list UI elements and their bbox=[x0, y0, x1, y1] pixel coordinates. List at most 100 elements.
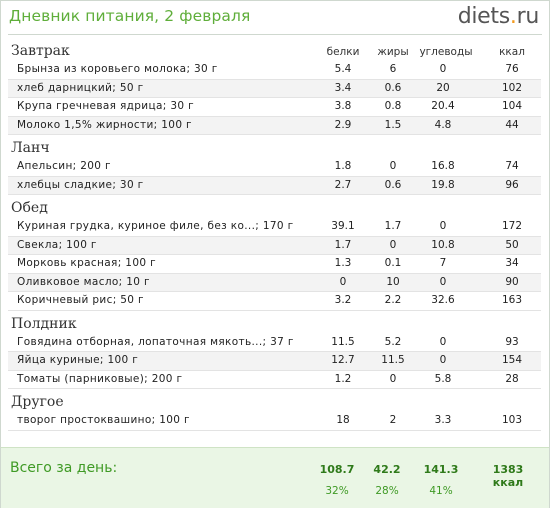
brand-logo[interactable]: diets.ru bbox=[457, 4, 540, 29]
food-row: Оливковое масло; 10 г 0 10 0 90 bbox=[8, 273, 541, 292]
food-carbs: 19.8 bbox=[431, 178, 455, 191]
food-name: Свекла; 100 г bbox=[17, 238, 97, 251]
food-protein: 5.4 bbox=[334, 63, 352, 75]
page-title: Дневник питания, 2 февраля bbox=[9, 7, 251, 25]
food-protein: 2.9 bbox=[334, 118, 352, 131]
total-protein-pct: 32% bbox=[325, 485, 349, 497]
food-name: Оливковое масло; 10 г bbox=[17, 275, 150, 288]
food-carbs: 3.3 bbox=[434, 414, 452, 426]
food-row: Апельсин; 200 г 1.8 0 16.8 74 bbox=[8, 158, 541, 177]
food-protein: 3.4 bbox=[334, 81, 352, 94]
food-carbs: 20.4 bbox=[431, 100, 455, 112]
total-fat: 42.2 bbox=[373, 463, 401, 476]
food-protein: 39.1 bbox=[331, 220, 355, 232]
food-carbs: 20 bbox=[436, 81, 450, 94]
total-label: Всего за день: bbox=[10, 460, 118, 476]
food-protein: 12.7 bbox=[331, 354, 355, 366]
food-fat: 0.6 bbox=[384, 178, 402, 191]
food-kcal: 90 bbox=[505, 275, 519, 288]
food-protein: 1.8 bbox=[334, 160, 352, 172]
food-fat: 1.7 bbox=[384, 220, 402, 232]
food-row: хлеб дарницкий; 50 г 3.4 0.6 20 102 bbox=[8, 79, 541, 98]
food-carbs: 32.6 bbox=[431, 294, 455, 306]
total-fat-pct: 28% bbox=[375, 485, 399, 497]
food-row: Крупа гречневая ядрица; 30 г 3.8 0.8 20.4 10… bbox=[8, 98, 541, 117]
total-carbs-pct: 41% bbox=[429, 485, 453, 497]
food-name: Яйца куриные; 100 г bbox=[17, 354, 139, 366]
food-fat: 0.1 bbox=[384, 257, 402, 269]
food-kcal: 74 bbox=[505, 160, 519, 172]
food-row: Коричневый рис; 50 г 3.2 2.2 32.6 163 bbox=[8, 292, 541, 311]
food-kcal: 96 bbox=[505, 178, 519, 191]
food-name: Томаты (парниковые); 200 г bbox=[17, 372, 183, 385]
brand-dot: . bbox=[509, 4, 517, 29]
food-protein: 1.7 bbox=[334, 238, 352, 251]
meal-section: Другое творог простоквашино; 100 г 18 2 3.3 1… bbox=[8, 392, 541, 431]
food-carbs: 0 bbox=[439, 275, 447, 288]
meal-title: Полдник bbox=[11, 315, 77, 332]
food-kcal: 172 bbox=[501, 220, 523, 232]
food-fat: 6 bbox=[389, 63, 397, 75]
food-kcal: 104 bbox=[501, 100, 523, 112]
food-carbs: 4.8 bbox=[434, 118, 452, 131]
food-name: Молоко 1,5% жирности; 100 г bbox=[17, 118, 192, 131]
meal-header: Ланч bbox=[8, 138, 541, 158]
meal-header: Полдник bbox=[8, 314, 541, 334]
total-protein: 108.7 bbox=[319, 463, 355, 476]
food-carbs: 10.8 bbox=[431, 238, 455, 251]
food-carbs: 5.8 bbox=[434, 372, 452, 385]
total-kcal: 1383 ккал bbox=[492, 463, 524, 489]
food-kcal: 93 bbox=[505, 335, 519, 348]
food-row: Говядина отборная, лопаточная мякоть...;… bbox=[8, 334, 541, 352]
column-header: жиры bbox=[377, 46, 409, 58]
food-fat: 1.5 bbox=[384, 118, 402, 131]
column-header: белки bbox=[326, 46, 360, 58]
food-kcal: 44 bbox=[505, 118, 519, 131]
food-name: Брынза из коровьего молока; 30 г bbox=[17, 63, 218, 75]
food-fat: 5.2 bbox=[384, 335, 402, 348]
meal-header: Обед bbox=[8, 198, 541, 218]
food-fat: 0.6 bbox=[384, 81, 402, 94]
meal-header: Завтрак белки жиры углеводы ккал bbox=[8, 41, 541, 61]
brand-name: diets bbox=[457, 4, 511, 29]
food-fat: 11.5 bbox=[381, 354, 405, 366]
food-row: хлебцы сладкие; 30 г 2.7 0.6 19.8 96 bbox=[8, 176, 541, 195]
food-fat: 0 bbox=[389, 372, 397, 385]
food-name: Морковь красная; 100 г bbox=[17, 257, 156, 269]
food-fat: 0.8 bbox=[384, 100, 402, 112]
food-carbs: 0 bbox=[439, 354, 447, 366]
brand-tld: ru bbox=[516, 4, 540, 29]
food-fat: 0 bbox=[389, 160, 397, 172]
food-protein: 1.2 bbox=[334, 372, 352, 385]
meal-title: Завтрак bbox=[11, 43, 70, 59]
food-row: Морковь красная; 100 г 1.3 0.1 7 34 bbox=[8, 255, 541, 274]
food-protein: 1.3 bbox=[334, 257, 352, 269]
meal-section: Полдник Говядина отборная, лопаточная мяк… bbox=[8, 314, 541, 389]
food-kcal: 102 bbox=[501, 81, 523, 94]
food-name: хлебцы сладкие; 30 г bbox=[17, 178, 144, 191]
column-header: ккал bbox=[499, 46, 525, 58]
food-name: Куриная грудка, куриное филе, без ко...;… bbox=[17, 220, 294, 232]
food-kcal: 50 bbox=[505, 238, 519, 251]
food-protein: 2.7 bbox=[334, 178, 352, 191]
food-kcal: 76 bbox=[505, 63, 519, 75]
food-kcal: 34 bbox=[505, 257, 519, 269]
food-carbs: 16.8 bbox=[431, 160, 455, 172]
food-name: Крупа гречневая ядрица; 30 г bbox=[17, 100, 194, 112]
food-carbs: 0 bbox=[439, 220, 447, 232]
food-row: Брынза из коровьего молока; 30 г 5.4 6 0 76 bbox=[8, 61, 541, 80]
food-kcal: 154 bbox=[501, 354, 523, 366]
food-name: хлеб дарницкий; 50 г bbox=[17, 81, 144, 94]
meal-section: Ланч Апельсин; 200 г 1.8 0 16.8 74 хлебцы слад… bbox=[8, 138, 541, 195]
meal-title: Обед bbox=[11, 200, 48, 216]
meals-table: Завтрак белки жиры углеводы ккал Брынза из ко… bbox=[8, 41, 541, 431]
food-name: Апельсин; 200 г bbox=[17, 160, 111, 172]
meal-section: Завтрак белки жиры углеводы ккал Брынза из ко… bbox=[8, 41, 541, 135]
food-row: творог простоквашино; 100 г 18 2 3.3 103 bbox=[8, 412, 541, 431]
food-fat: 2.2 bbox=[384, 294, 402, 306]
food-protein: 0 bbox=[339, 275, 347, 288]
food-carbs: 0 bbox=[439, 335, 447, 348]
food-protein: 18 bbox=[336, 414, 350, 426]
food-protein: 3.2 bbox=[334, 294, 352, 306]
